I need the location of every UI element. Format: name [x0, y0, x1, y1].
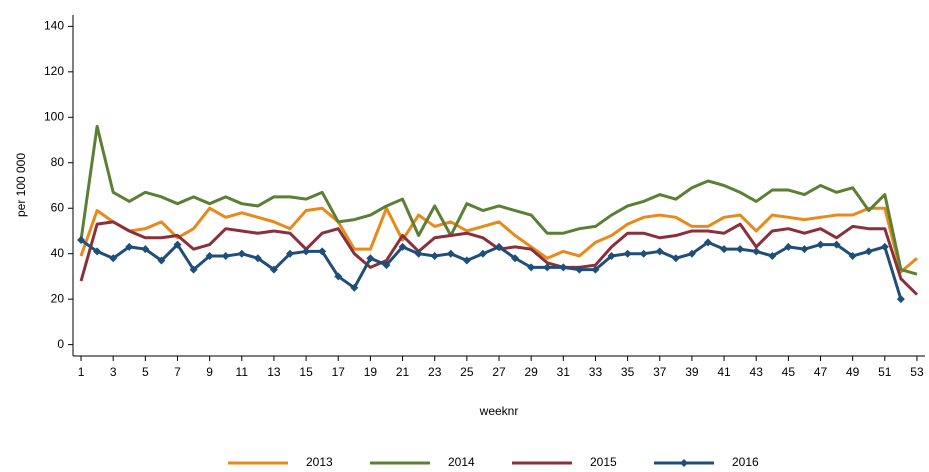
x-tick-label: 29 [524, 365, 538, 379]
x-tick-label: 41 [717, 365, 731, 379]
point-marker [591, 265, 600, 274]
x-tick-label: 25 [460, 365, 474, 379]
x-tick-label: 53 [910, 365, 924, 379]
point-marker [237, 249, 246, 258]
x-tick-label: 9 [206, 365, 213, 379]
legend-label: 2015 [590, 455, 617, 469]
point-marker [816, 240, 825, 249]
y-tick-label: 40 [51, 246, 65, 260]
point-marker [93, 247, 102, 256]
point-marker [880, 242, 889, 251]
x-tick-label: 39 [685, 365, 699, 379]
point-marker [414, 249, 423, 258]
point-marker [655, 247, 664, 256]
point-marker [720, 245, 729, 254]
y-tick-label: 100 [44, 109, 64, 123]
x-tick-label: 11 [236, 365, 249, 379]
point-marker [784, 242, 793, 251]
point-marker [446, 249, 455, 258]
point-marker [896, 295, 905, 304]
x-tick-label: 17 [332, 365, 346, 379]
point-marker [77, 236, 86, 245]
point-marker [752, 247, 761, 256]
x-tick-label: 21 [396, 365, 410, 379]
point-marker [462, 256, 471, 265]
x-tick-label: 5 [142, 365, 149, 379]
point-marker [703, 238, 712, 247]
point-marker [736, 245, 745, 254]
point-marker [671, 254, 680, 263]
point-marker [221, 251, 230, 260]
point-marker [334, 272, 343, 281]
x-tick-label: 3 [110, 365, 117, 379]
point-marker [302, 247, 311, 256]
legend-label: 2016 [732, 455, 759, 469]
y-tick-label: 60 [51, 200, 65, 214]
legend-label: 2014 [448, 455, 475, 469]
x-tick-label: 31 [557, 365, 571, 379]
point-marker [527, 263, 536, 272]
point-marker [623, 249, 632, 258]
x-tick-label: 7 [174, 365, 181, 379]
point-marker [511, 254, 520, 263]
x-tick-label: 43 [750, 365, 764, 379]
x-tick-label: 45 [782, 365, 796, 379]
point-marker [607, 251, 616, 260]
series-line [79, 124, 918, 276]
x-tick-label: 33 [589, 365, 603, 379]
point-marker [559, 263, 568, 272]
legend-marker [680, 459, 688, 467]
point-marker [430, 251, 439, 260]
point-marker [864, 247, 873, 256]
x-tick-label: 47 [814, 365, 828, 379]
point-marker [639, 249, 648, 258]
legend-label: 2013 [306, 455, 333, 469]
point-marker [141, 245, 150, 254]
point-marker [687, 249, 696, 258]
point-marker [157, 256, 166, 265]
y-axis-label: per 100 000 [14, 153, 28, 217]
point-marker [109, 254, 118, 263]
x-tick-label: 15 [299, 365, 313, 379]
x-axis-label: weeknr [479, 404, 519, 418]
x-tick-label: 35 [621, 365, 635, 379]
point-marker [768, 251, 777, 260]
x-tick-label: 37 [653, 365, 667, 379]
point-marker [398, 242, 407, 251]
point-marker [575, 265, 584, 274]
point-marker [205, 251, 214, 260]
point-marker [189, 265, 198, 274]
y-tick-label: 0 [57, 337, 64, 351]
x-tick-label: 51 [878, 365, 892, 379]
point-marker [253, 254, 262, 263]
x-tick-label: 19 [364, 365, 378, 379]
x-tick-label: 27 [492, 365, 506, 379]
point-marker [382, 261, 391, 270]
y-tick-label: 20 [51, 291, 65, 305]
point-marker [800, 245, 809, 254]
point-marker [269, 265, 278, 274]
point-marker [495, 242, 503, 251]
x-tick-label: 13 [267, 365, 281, 379]
series-line [80, 238, 903, 300]
series-line [79, 206, 918, 274]
point-marker [125, 242, 134, 251]
y-tick-label: 80 [51, 155, 65, 169]
point-marker [543, 263, 552, 272]
x-tick-label: 23 [428, 365, 442, 379]
point-marker [832, 240, 841, 249]
point-marker [173, 240, 182, 249]
y-tick-label: 120 [44, 64, 64, 78]
point-marker [366, 254, 375, 263]
point-marker [286, 249, 295, 258]
y-tick-label: 140 [44, 19, 64, 33]
point-marker [318, 247, 327, 256]
point-marker [350, 283, 359, 292]
x-tick-label: 49 [846, 365, 860, 379]
point-marker [848, 251, 857, 260]
point-marker [478, 249, 487, 258]
x-tick-label: 1 [78, 365, 85, 379]
